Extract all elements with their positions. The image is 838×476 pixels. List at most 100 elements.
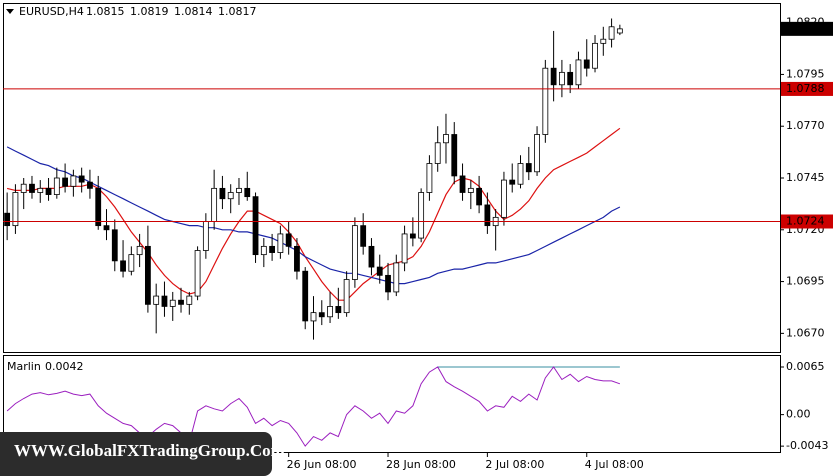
x-tick-label: 26 Jun 08:00 xyxy=(287,458,357,471)
header-value: 1.0815 xyxy=(86,5,125,18)
candle-body xyxy=(376,266,383,276)
candle-body xyxy=(451,134,458,177)
candle-body xyxy=(103,225,110,231)
candle-body xyxy=(327,306,333,318)
header-value: 1.0814 xyxy=(174,5,213,18)
candle-body xyxy=(418,192,425,239)
candle-body xyxy=(12,192,19,227)
y-tick-label: 1.0695 xyxy=(786,275,825,288)
watermark: WWW.GlobalFXTradingGroup.Com xyxy=(14,441,285,460)
candle-body xyxy=(269,245,276,253)
candle-body xyxy=(559,71,565,86)
indicator-value: 0.0042 xyxy=(45,360,84,373)
level-label: 1.0788 xyxy=(786,82,825,95)
candle-body xyxy=(318,312,325,318)
candle-body xyxy=(285,233,292,247)
candle-body xyxy=(600,38,607,44)
candle-body xyxy=(426,163,433,193)
candle-body xyxy=(459,175,466,193)
candle-body xyxy=(368,245,375,268)
candle-body xyxy=(550,67,557,86)
header-value: 1.0819 xyxy=(130,5,169,18)
candle-body xyxy=(385,274,391,293)
candle-body xyxy=(294,245,300,272)
candle-body xyxy=(252,196,259,256)
candle-body xyxy=(29,183,35,193)
moving-average xyxy=(6,127,621,301)
candle-body xyxy=(592,42,598,69)
header-value: 1.0817 xyxy=(218,5,257,18)
candle-body xyxy=(525,163,532,173)
candle-body xyxy=(401,233,408,264)
candle-body xyxy=(236,187,242,193)
candle-body xyxy=(409,233,416,239)
watermark-box xyxy=(0,432,272,476)
candle-body xyxy=(467,187,474,193)
y-tick-label: 1.0770 xyxy=(786,119,825,132)
indicator-frame xyxy=(3,355,781,453)
marks: 1.08201.07951.07701.07451.07201.06951.06… xyxy=(3,16,833,471)
indicator-line xyxy=(6,366,621,447)
candle-body xyxy=(95,187,102,227)
candle-body xyxy=(194,250,201,297)
candle-body xyxy=(608,26,615,40)
candle-body xyxy=(62,177,68,187)
candle-body xyxy=(45,187,52,195)
candle-body xyxy=(244,187,251,198)
candle-body xyxy=(186,295,193,305)
candle-body xyxy=(153,295,160,305)
candle-body xyxy=(509,179,516,185)
candle-body xyxy=(53,177,60,195)
candle-body xyxy=(343,279,350,314)
candle-body xyxy=(136,245,143,256)
indicator-title: Marlin xyxy=(7,360,41,373)
candle-body xyxy=(202,221,209,251)
x-tick-label: 28 Jun 08:00 xyxy=(386,458,456,471)
level-label: 1.0724 xyxy=(786,215,825,228)
candle-body xyxy=(78,175,85,183)
candle-body xyxy=(393,262,400,293)
candle-body xyxy=(310,312,317,322)
candle-body xyxy=(542,67,549,135)
symbol-title: EURUSD,H4 xyxy=(19,5,84,18)
candle-body xyxy=(567,71,574,86)
candle-body xyxy=(443,134,449,144)
y-tick-label: 1.0745 xyxy=(786,171,825,184)
y-tick-label: 1.0795 xyxy=(786,67,825,80)
candle-body xyxy=(178,299,184,305)
candle-body xyxy=(4,212,11,227)
candle-body xyxy=(128,254,135,272)
candle-body xyxy=(476,187,483,206)
candle-body xyxy=(484,204,491,227)
candle-body xyxy=(120,260,126,272)
candle-body xyxy=(219,187,226,200)
candle-body xyxy=(575,59,582,86)
candle-body xyxy=(144,245,151,305)
candle-body xyxy=(534,134,540,173)
last-price-label: 1.0817 xyxy=(786,22,825,35)
moving-average xyxy=(6,146,621,285)
candle-body xyxy=(335,306,342,314)
candle-body xyxy=(501,179,507,218)
candle-body xyxy=(260,245,267,256)
candle-body xyxy=(111,229,118,262)
level-label-box xyxy=(781,81,833,96)
candle-body xyxy=(70,175,77,187)
x-tick-label: 2 Jul 08:00 xyxy=(485,458,544,471)
candle-body xyxy=(161,295,168,307)
candle-body xyxy=(616,28,623,34)
y-tick-label: 0.00 xyxy=(786,408,811,421)
y-tick-label: -0.0043 xyxy=(786,439,828,452)
candle-body xyxy=(277,233,284,253)
candle-body xyxy=(360,225,367,247)
last-price-box xyxy=(781,21,833,36)
candle-body xyxy=(37,187,44,193)
candle-body xyxy=(211,187,218,222)
candle-body xyxy=(583,59,590,69)
candle-body xyxy=(227,192,234,200)
y-tick-label: 0.0065 xyxy=(786,360,825,373)
candle-body xyxy=(434,142,441,164)
candle-body xyxy=(20,183,27,193)
candle-body xyxy=(87,181,93,189)
